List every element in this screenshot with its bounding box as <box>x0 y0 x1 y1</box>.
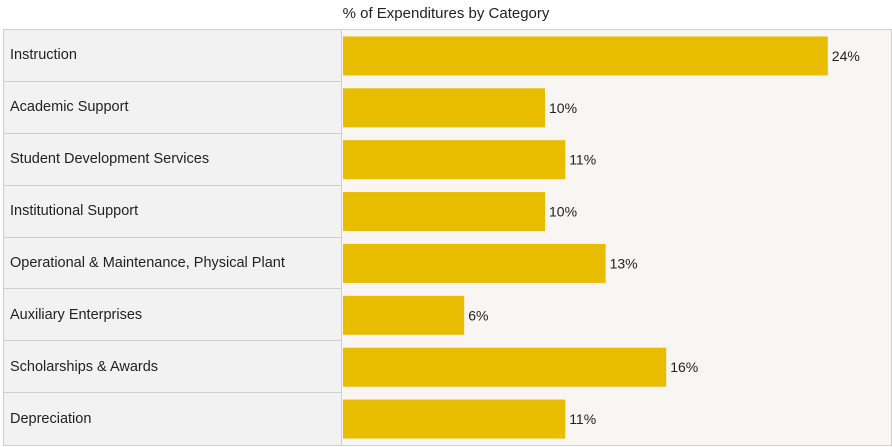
category-label-panel: Instruction Academic Support Student Devel… <box>4 30 342 445</box>
category-label: Institutional Support <box>4 186 341 238</box>
data-label: 6% <box>468 307 488 323</box>
data-label: 13% <box>610 255 638 271</box>
category-label: Academic Support <box>4 82 341 134</box>
data-label: 24% <box>832 48 860 64</box>
bar <box>343 399 566 439</box>
bar <box>343 88 545 128</box>
chart-plot-area: 24% 10% 11% 10% 13% 6% 16% 11% <box>343 36 860 439</box>
data-label: 11% <box>569 152 596 168</box>
bar <box>343 347 667 387</box>
category-label: Instruction <box>4 30 341 82</box>
bar <box>343 243 606 283</box>
category-label: Student Development Services <box>4 134 341 186</box>
data-label: 11% <box>569 411 596 427</box>
bar <box>343 295 465 335</box>
category-label: Scholarships & Awards <box>4 341 341 394</box>
bar <box>343 192 545 232</box>
category-label: Auxiliary Enterprises <box>4 289 341 342</box>
category-label: Operational & Maintenance, Physical Plan… <box>4 238 341 290</box>
chart-title: % of Expenditures by Category <box>342 5 550 22</box>
data-label: 10% <box>549 204 577 220</box>
bar <box>343 140 566 180</box>
bar <box>343 36 828 76</box>
category-label: Depreciation <box>10 411 92 428</box>
data-label: 16% <box>670 359 698 375</box>
data-label: 10% <box>549 100 577 116</box>
bar-chart: Instruction Academic Support Student Devel… <box>3 29 892 446</box>
